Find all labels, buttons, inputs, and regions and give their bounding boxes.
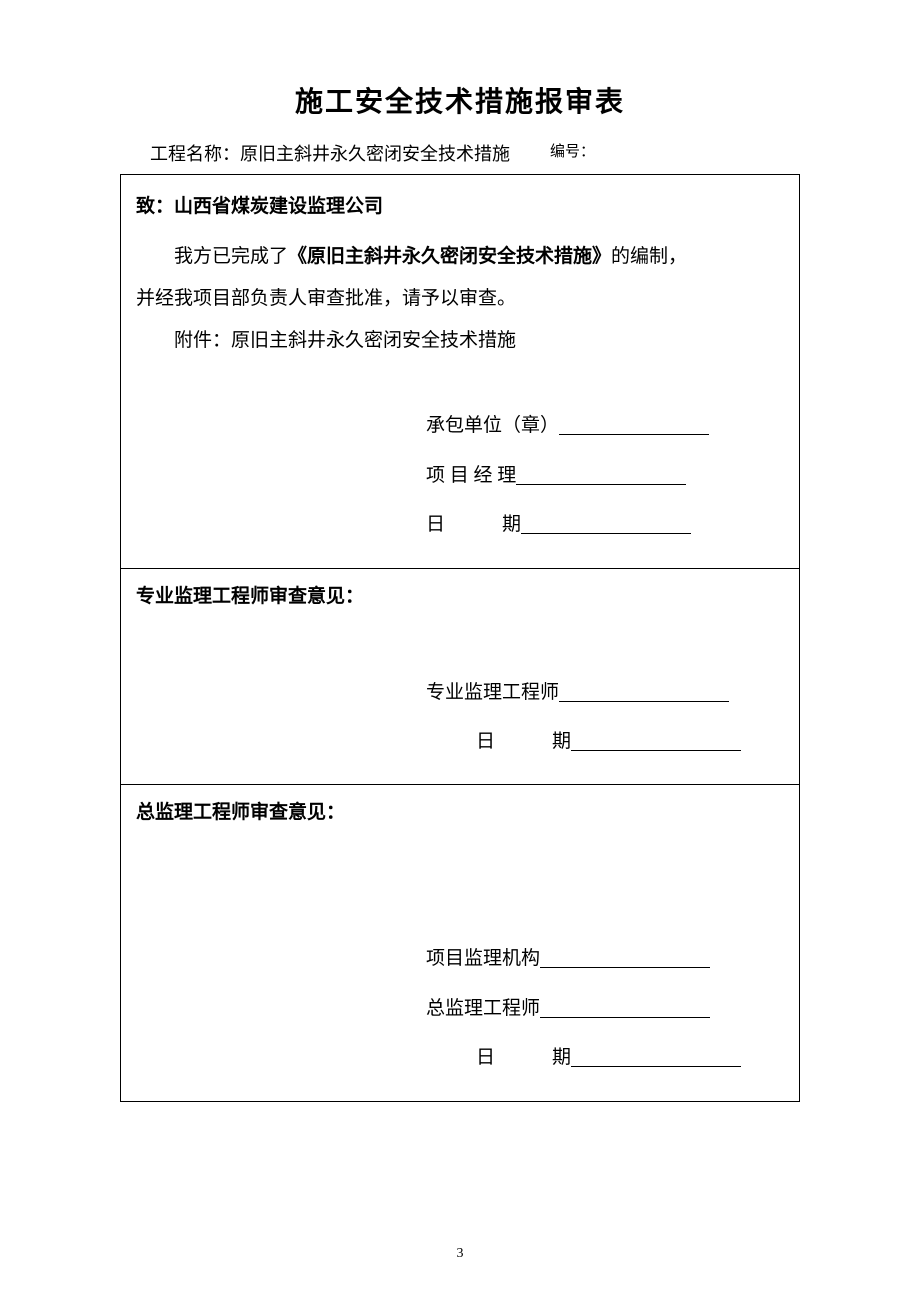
specialist-engineer-label: 专业监理工程师	[426, 682, 559, 703]
attachment-line: 附件：原旧主斜井永久密闭安全技术措施	[174, 320, 784, 362]
supervision-org-line: 项目监理机构	[136, 934, 784, 983]
body-paragraph-2: 并经我项目部负责人审查批准，请予以审查。	[136, 278, 784, 320]
supervision-org-label: 项目监理机构	[426, 948, 540, 969]
date-signature-line-2: 日 期	[136, 717, 784, 766]
signature-block-1: 承包单位（章） 项 目 经 理 日 期	[136, 401, 784, 549]
chief-underline	[540, 999, 710, 1018]
to-prefix: 致：	[136, 196, 174, 217]
date-underline-2	[571, 732, 741, 751]
signature-block-3: 项目监理机构 总监理工程师 日 期	[136, 934, 784, 1082]
project-name-label: 工程名称：	[150, 140, 240, 166]
specialist-engineer-line: 专业监理工程师	[136, 668, 784, 717]
document-page: 施工安全技术措施报审表 工程名称： 原旧主斜井永久密闭安全技术措施 编号： 致：…	[0, 0, 920, 1162]
body-doc-title: 《原旧主斜井永久密闭安全技术措施》	[288, 246, 611, 267]
manager-signature-line: 项 目 经 理	[136, 451, 784, 500]
header-row: 工程名称： 原旧主斜井永久密闭安全技术措施 编号：	[120, 140, 800, 166]
project-name-value: 原旧主斜井永久密闭安全技术措施	[240, 140, 510, 166]
body-text-part1: 我方已完成了	[174, 246, 288, 267]
manager-underline	[516, 466, 686, 485]
date-label-3: 日 期	[476, 1047, 571, 1068]
chief-engineer-line: 总监理工程师	[136, 984, 784, 1033]
to-recipient: 山西省煤炭建设监理公司	[174, 196, 383, 217]
signature-block-2: 专业监理工程师 日 期	[136, 668, 784, 767]
specialist-heading: 专业监理工程师审查意见：	[136, 581, 784, 608]
form-container: 致：山西省煤炭建设监理公司 我方已完成了《原旧主斜井永久密闭安全技术措施》的编制…	[120, 174, 800, 1102]
page-number: 3	[0, 1246, 920, 1262]
section-specialist-review: 专业监理工程师审查意见： 专业监理工程师 日 期	[121, 569, 799, 786]
date-signature-line-1: 日 期	[136, 500, 784, 549]
attachment-label: 附件：	[174, 330, 231, 351]
date-underline-1	[521, 515, 691, 534]
body-paragraph-1: 我方已完成了《原旧主斜井永久密闭安全技术措施》的编制，	[136, 236, 784, 278]
date-signature-line-3: 日 期	[136, 1033, 784, 1082]
attachment-value: 原旧主斜井永久密闭安全技术措施	[231, 330, 516, 351]
contractor-underline	[559, 416, 709, 435]
body-text-part2: 的编制，	[611, 246, 687, 267]
form-title: 施工安全技术措施报审表	[120, 80, 800, 120]
specialist-underline	[559, 683, 729, 702]
serial-number-label: 编号：	[550, 140, 595, 166]
org-underline	[540, 949, 710, 968]
chief-engineer-label: 总监理工程师	[426, 998, 540, 1019]
date-label-1: 日 期	[426, 514, 521, 535]
section-submission: 致：山西省煤炭建设监理公司 我方已完成了《原旧主斜井永久密闭安全技术措施》的编制…	[121, 175, 799, 569]
date-underline-3	[571, 1048, 741, 1067]
section-chief-review: 总监理工程师审查意见： 项目监理机构 总监理工程师 日 期	[121, 785, 799, 1100]
date-label-2: 日 期	[476, 731, 571, 752]
manager-label: 项 目 经 理	[426, 465, 516, 486]
chief-heading: 总监理工程师审查意见：	[136, 797, 784, 824]
contractor-signature-line: 承包单位（章）	[136, 401, 784, 450]
contractor-label: 承包单位（章）	[426, 415, 559, 436]
recipient-line: 致：山西省煤炭建设监理公司	[136, 191, 784, 218]
